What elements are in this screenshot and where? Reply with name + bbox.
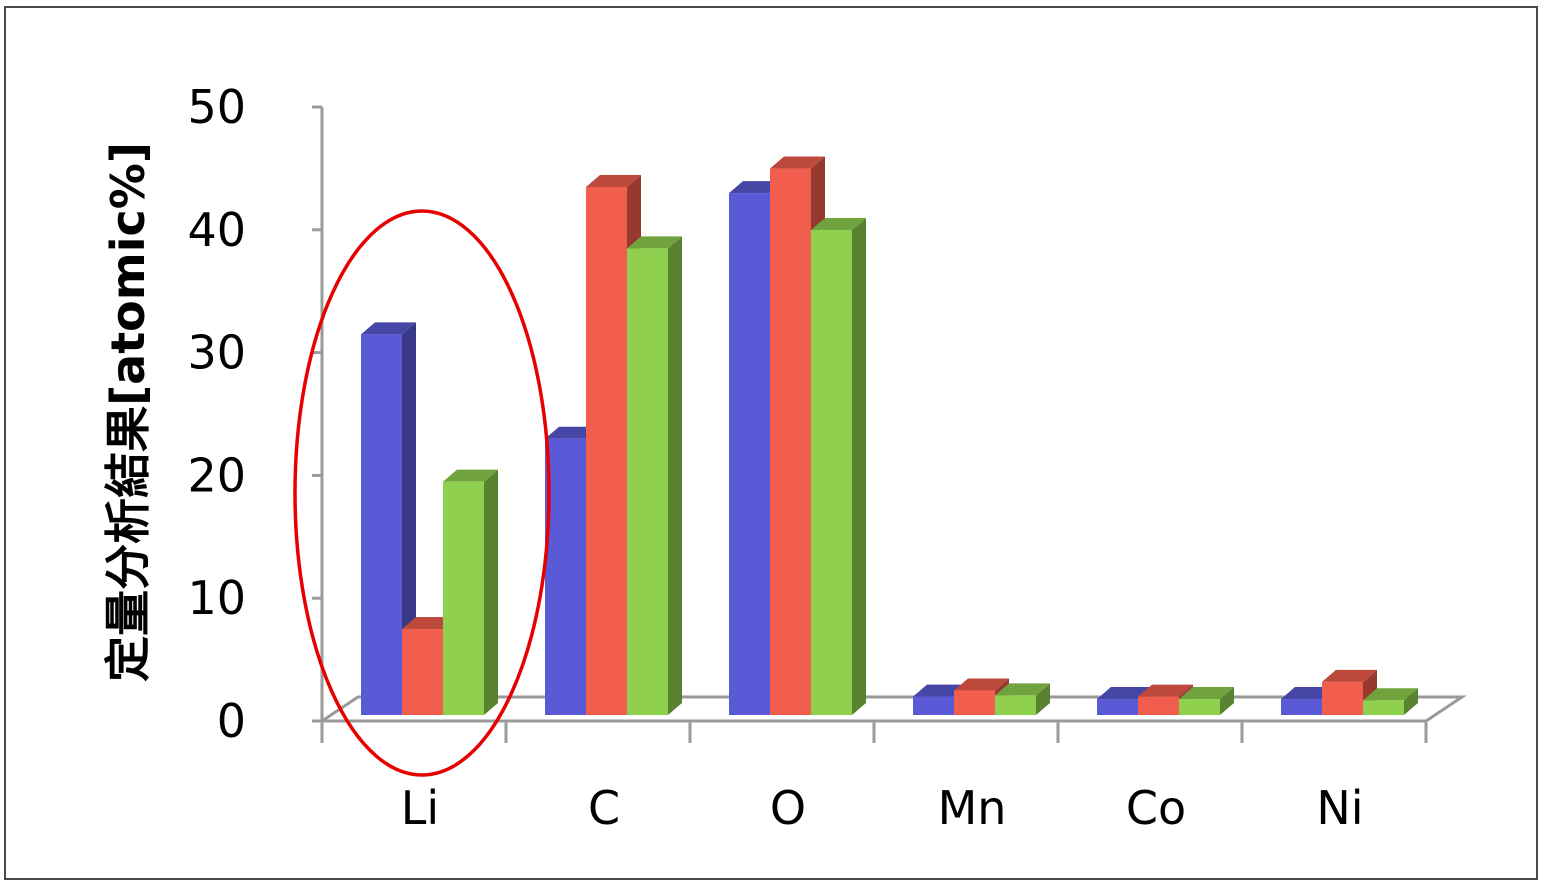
bar-front <box>1179 699 1220 715</box>
bar-top <box>443 469 498 482</box>
bar-front <box>995 695 1036 715</box>
bar-front <box>770 168 811 716</box>
bar-side <box>1404 688 1418 715</box>
bar-C-3 <box>627 236 682 716</box>
bar-front <box>954 690 995 715</box>
bar-front <box>1138 696 1179 715</box>
y-tick-label: 40 <box>187 203 246 257</box>
y-axis-label: 定量分析結果[atomic%] <box>101 142 155 682</box>
y-tick-label: 0 <box>217 694 246 748</box>
bar-top <box>1097 687 1152 700</box>
bar-front <box>443 481 484 715</box>
bar-front <box>1097 699 1138 715</box>
y-axis <box>312 105 324 723</box>
category-labels: Li C O Mn Co Ni <box>401 781 1364 835</box>
bar-top <box>1138 684 1193 697</box>
bar-O-3 <box>811 217 866 715</box>
bar-front <box>913 696 954 715</box>
bar-top <box>361 322 416 335</box>
category-label-Ni: Ni <box>1316 781 1363 835</box>
bar-front <box>811 229 852 715</box>
bar-top <box>1322 669 1377 682</box>
bar-side <box>668 236 682 716</box>
bar-front <box>729 193 770 716</box>
category-label-Mn: Mn <box>938 781 1007 835</box>
bar-top <box>770 156 825 169</box>
bar-front <box>586 186 627 715</box>
y-tick-label: 30 <box>187 326 246 380</box>
bar-front <box>361 334 402 715</box>
bar-side <box>1220 687 1234 715</box>
bar-Li-3 <box>443 469 498 715</box>
bar-Ni-3 <box>1363 688 1418 715</box>
chart-frame <box>4 6 1538 880</box>
category-label-Co: Co <box>1126 781 1186 835</box>
y-tick-label: 50 <box>187 80 246 134</box>
category-label-O: O <box>770 781 806 835</box>
bar-side <box>484 469 498 715</box>
bar-top <box>811 217 866 230</box>
bar-top <box>586 174 641 187</box>
bar-side <box>1036 683 1050 715</box>
bar-top <box>1363 688 1418 701</box>
bar-top <box>995 683 1050 696</box>
bars <box>361 156 1418 716</box>
category-label-Li: Li <box>401 781 439 835</box>
y-tick-label: 20 <box>187 448 246 502</box>
highlight-ellipse <box>293 209 551 777</box>
bar-front <box>545 438 586 715</box>
bar-Ni-2 <box>1322 669 1377 715</box>
bar-top <box>1179 687 1234 700</box>
bar-front <box>1281 699 1322 715</box>
bar-front <box>402 629 443 715</box>
y-tick-labels: 0 10 20 30 40 50 <box>187 80 246 748</box>
y-tick-label: 10 <box>187 571 246 625</box>
bar-front <box>1363 700 1404 715</box>
bar-side <box>402 322 416 715</box>
bar-Li-1 <box>361 322 416 715</box>
bar-top <box>627 236 682 249</box>
bar-Co-3 <box>1179 687 1234 715</box>
bar-front <box>1322 681 1363 715</box>
bar-front <box>627 248 668 716</box>
bar-Mn-3 <box>995 683 1050 715</box>
highlight-group <box>293 209 551 777</box>
bar-side <box>852 217 866 715</box>
y-axis-label-group: 定量分析結果[atomic%] <box>101 142 155 682</box>
x-axis <box>320 721 1428 743</box>
category-label-C: C <box>588 781 620 835</box>
bar-Co-1 <box>1097 687 1152 715</box>
bar-top <box>954 678 1009 691</box>
bar-Co-2 <box>1138 684 1193 715</box>
